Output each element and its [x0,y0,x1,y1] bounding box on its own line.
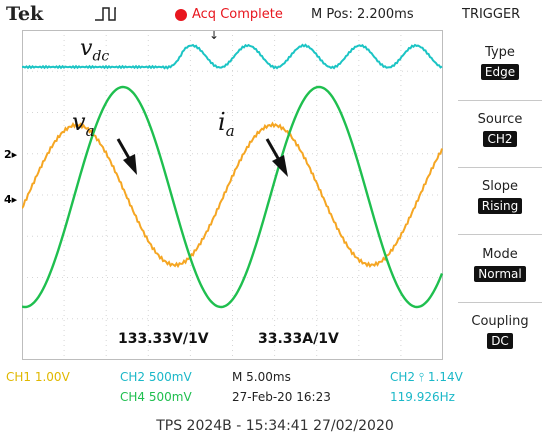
ch4-scale: CH4 500mV [120,390,192,404]
menu-divider [458,167,542,168]
vdc-trace [22,43,443,70]
va-trace [22,85,443,309]
ch1-scale: CH1 1.00V [6,370,70,384]
voltage-scale-label: 133.33V/1V [118,331,209,347]
ia-arrow [265,138,281,161]
datetime: 27-Feb-20 16:23 [232,390,331,404]
top-bar: Tek Acq Complete M Pos: 2.200ms TRIGGER [0,0,550,28]
menu-mode[interactable]: Mode Normal [450,246,550,282]
trigger-waveform-icon [95,7,116,21]
acquisition-status: Acq Complete [192,7,283,22]
ch4-ground-marker[interactable]: 4▸ [4,193,18,206]
ia-trace [22,121,443,269]
menu-source-label: Source [477,112,523,127]
menu-source[interactable]: Source CH2 [450,111,550,147]
footer-caption: TPS 2024B - 15:34:41 27/02/2020 [156,418,394,434]
menu-divider [458,302,542,303]
waveform-display [22,30,443,360]
ch2-ground-marker[interactable]: 2▸ [4,148,18,161]
menu-divider [458,100,542,101]
ia-arrow-head [272,155,288,177]
menu-mode-value[interactable]: Normal [474,266,526,282]
menu-coupling[interactable]: Coupling DC [450,313,550,349]
menu-type[interactable]: Type Edge [450,44,550,80]
main-position: M Pos: 2.200ms [311,7,414,22]
menu-title: TRIGGER [462,7,521,22]
menu-slope-label: Slope [481,179,519,194]
va-arrow [116,138,132,161]
ch2-scale: CH2 500mV [120,370,192,384]
menu-slope[interactable]: Slope Rising [450,178,550,214]
trigger-frequency: 119.926Hz [390,390,455,404]
timebase: M 5.00ms [232,370,291,384]
graticule [22,30,443,360]
menu-coupling-label: Coupling [471,314,529,329]
menu-type-value[interactable]: Edge [480,64,520,80]
menu-divider [458,234,542,235]
vdc-label: vdc [80,36,110,65]
menu-slope-value[interactable]: Rising [477,198,523,214]
menu-mode-label: Mode [482,247,518,262]
va-arrow-head [123,154,137,175]
brand-logo: Tek [6,3,44,25]
menu-source-value[interactable]: CH2 [483,131,517,147]
trigger-setting: CH2 ⫯ 1.14V [390,370,463,384]
va-label: va [72,108,95,140]
menu-coupling-value[interactable]: DC [487,333,513,349]
current-scale-label: 33.33A/1V [258,331,339,347]
ia-label: ia [218,108,235,140]
trigger-position-marker: ↓ [209,28,220,42]
menu-type-label: Type [485,45,515,60]
acquisition-status-icon [175,9,187,21]
